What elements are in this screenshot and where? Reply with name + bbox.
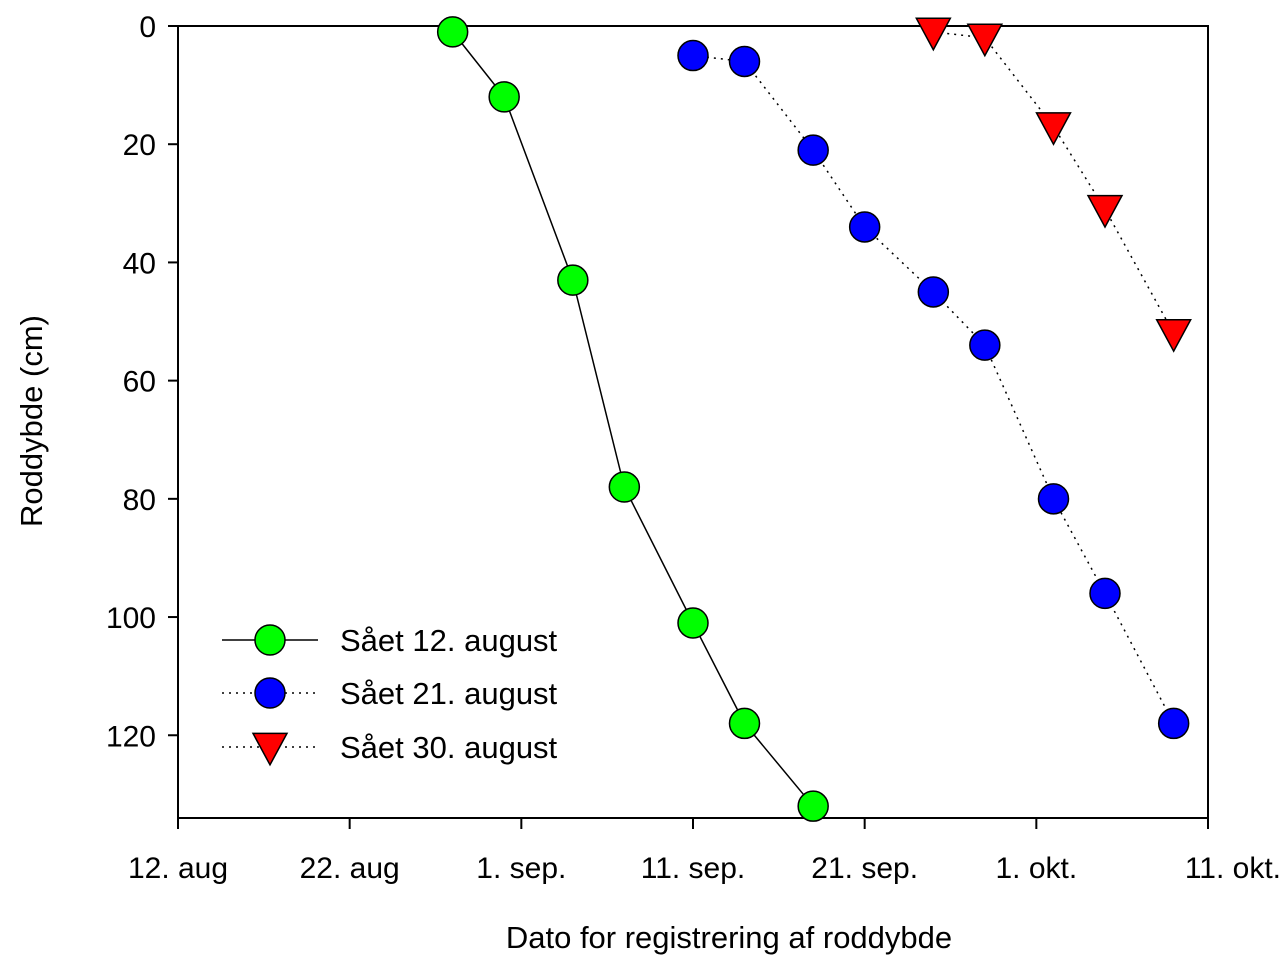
legend-label: Sået 12. august <box>340 623 558 658</box>
legend-marker <box>251 732 289 767</box>
data-point <box>1089 577 1121 610</box>
legend-marker <box>254 624 286 656</box>
x-tick-label: 1. okt. <box>995 852 1077 885</box>
x-tick-label: 12. aug <box>128 852 228 885</box>
legend: Sået 12. august Sået 21. august Sået 30. a… <box>222 623 558 767</box>
data-point <box>728 707 761 740</box>
x-tick-label: 1. sep. <box>476 852 566 885</box>
series-2 <box>677 39 1190 740</box>
y-tick-label: 40 <box>123 247 156 280</box>
data-point <box>848 211 881 243</box>
data-point <box>1086 194 1124 229</box>
data-point <box>966 23 1004 58</box>
data-point <box>969 329 1001 361</box>
series-3 <box>915 17 1192 353</box>
data-point <box>1035 112 1072 146</box>
y-tick-label: 20 <box>123 129 156 162</box>
series-line <box>692 54 1175 724</box>
data-point <box>1157 707 1190 740</box>
x-tick-label: 22. aug <box>300 852 400 885</box>
legend-label: Sået 21. august <box>340 676 558 711</box>
legend-item: Sået 30. august <box>222 730 558 767</box>
legend-item: Sået 12. august <box>222 623 558 658</box>
series-layer <box>436 16 1192 822</box>
data-point <box>728 45 761 78</box>
data-point <box>1155 318 1192 353</box>
data-point <box>677 39 709 72</box>
data-point <box>915 17 952 52</box>
legend-marker <box>254 677 286 709</box>
data-point <box>488 81 520 113</box>
y-tick-label: 60 <box>123 366 156 399</box>
series-1 <box>436 16 829 822</box>
data-point <box>677 607 709 639</box>
series-line <box>933 31 1175 334</box>
y-tick-label: 80 <box>123 484 156 517</box>
legend-item: Sået 21. august <box>222 676 558 711</box>
data-point <box>797 134 829 166</box>
data-point <box>797 790 829 822</box>
legend-label: Sået 30. august <box>340 730 558 765</box>
x-tick-label: 21. sep. <box>811 852 918 885</box>
data-point <box>1037 483 1070 515</box>
data-point <box>917 276 950 308</box>
y-axis-label: Roddybde (cm) <box>14 315 49 527</box>
y-tick-label: 120 <box>106 720 156 753</box>
data-point <box>608 471 641 503</box>
x-axis-label: Dato for registrering af roddybde <box>506 920 952 955</box>
y-tick-label: 0 <box>139 11 156 44</box>
y-tick-label: 100 <box>106 602 156 635</box>
data-point <box>436 16 469 48</box>
x-tick-label: 11. okt. <box>1185 852 1281 885</box>
x-tick-label: 11. sep. <box>641 852 746 885</box>
axes: 0 20 40 60 80 100 120 12. aug 22. aug 1. sep. 11. … <box>106 11 1281 885</box>
data-point <box>557 264 589 296</box>
